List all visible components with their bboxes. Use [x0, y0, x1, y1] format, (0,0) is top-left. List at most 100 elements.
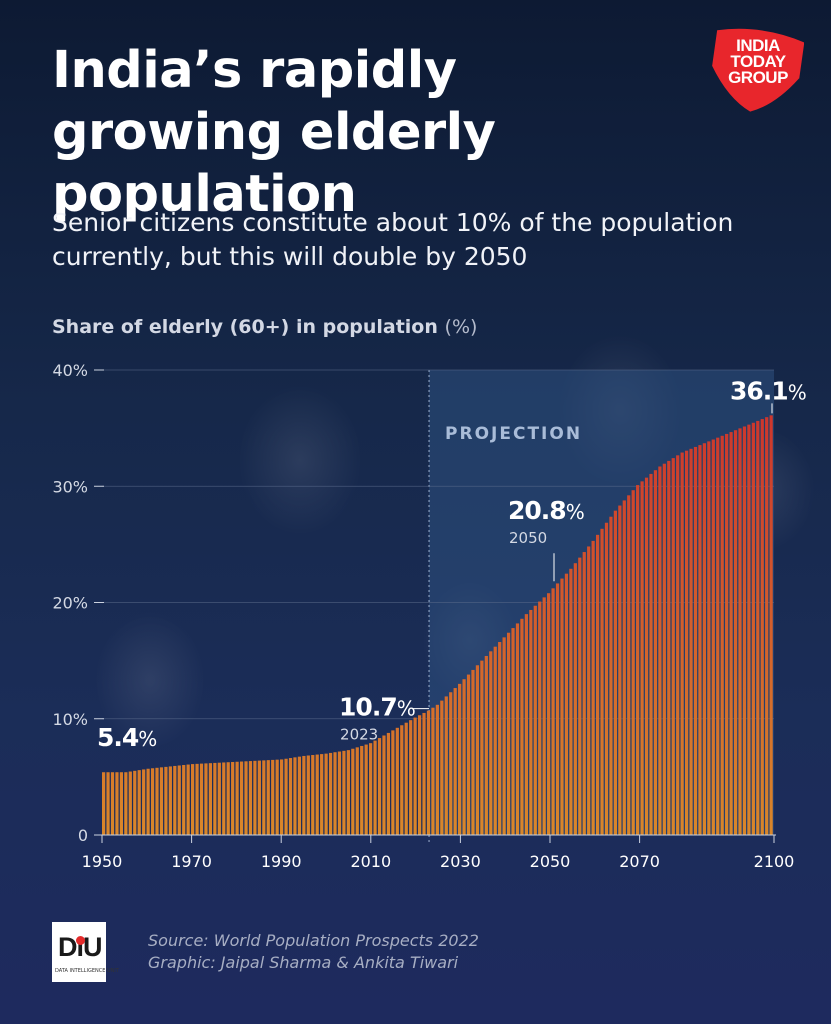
bar — [404, 722, 408, 835]
footer-graphic: Graphic: Jaipal Sharma & Ankita Tiwari — [148, 953, 459, 972]
bar — [306, 755, 310, 835]
bar — [542, 597, 546, 835]
bar — [400, 725, 404, 835]
bar — [725, 433, 729, 835]
bar — [315, 754, 319, 835]
bar — [711, 439, 715, 835]
diu-logo: DiU DATA INTELLIGENCE UNIT — [52, 922, 119, 982]
bar — [533, 605, 537, 835]
bar — [689, 448, 693, 835]
bar — [742, 426, 747, 835]
bar — [222, 762, 226, 835]
bar — [133, 770, 137, 835]
bar — [382, 735, 386, 835]
bar — [511, 628, 515, 835]
bar — [627, 495, 631, 835]
bar — [449, 692, 453, 835]
bar — [444, 696, 448, 835]
bar — [453, 688, 457, 835]
bar — [199, 763, 204, 835]
y-tick-label: 10% — [52, 710, 88, 729]
bar — [239, 761, 244, 835]
bar — [671, 458, 675, 835]
bar — [346, 750, 350, 835]
bar — [640, 481, 644, 835]
bar — [119, 772, 124, 835]
bar — [760, 419, 764, 835]
x-tick-label: 2100 — [754, 852, 795, 871]
bar — [102, 772, 106, 835]
bar — [609, 516, 613, 835]
x-tick-label: 1990 — [261, 852, 302, 871]
bar — [391, 730, 395, 835]
bar — [591, 540, 595, 835]
y-tick-label: 40% — [52, 361, 88, 380]
bar — [662, 463, 666, 835]
bar — [369, 743, 373, 835]
bar — [337, 751, 342, 835]
bar — [275, 759, 279, 835]
bar — [693, 446, 698, 835]
bar — [288, 758, 293, 835]
bar — [395, 727, 399, 835]
bar — [137, 770, 141, 835]
footer-source: Source: World Population Prospects 2022 — [148, 931, 479, 950]
bar — [676, 455, 680, 835]
footer-credits: Source: World Population Prospects 2022 … — [148, 930, 479, 974]
bar — [729, 432, 733, 835]
bar — [564, 573, 569, 835]
bar — [600, 528, 604, 835]
bar — [493, 646, 497, 835]
logo-line-2: TODAY — [730, 52, 786, 71]
bar — [515, 623, 520, 835]
bar — [150, 768, 155, 835]
bar — [653, 470, 658, 835]
bar — [573, 563, 577, 835]
projection-label: PROJECTION — [445, 424, 582, 444]
bar — [658, 466, 662, 835]
bar — [217, 762, 221, 835]
y-tick-label: 30% — [52, 477, 88, 496]
bar — [106, 772, 110, 835]
bar — [271, 759, 275, 835]
bar — [622, 500, 626, 835]
bar — [177, 765, 181, 835]
bar — [555, 583, 560, 835]
elderly-share-chart: PROJECTION 0 10% 20% 30% 40% 1950 1970 1990 2010 2… — [52, 361, 806, 871]
bar — [235, 761, 239, 835]
bar — [471, 669, 475, 835]
bar — [377, 738, 382, 835]
bar — [747, 424, 751, 835]
chart-title-text: Share of elderly (60+) in population — [52, 316, 438, 338]
bar — [631, 490, 635, 835]
bar — [159, 767, 164, 835]
bar — [466, 674, 471, 835]
bar — [231, 761, 235, 835]
bar — [302, 755, 306, 835]
bar — [208, 763, 213, 835]
bar — [422, 712, 426, 835]
bar — [538, 601, 542, 835]
bar — [680, 452, 684, 835]
x-tick-label: 1950 — [82, 852, 123, 871]
bar — [529, 609, 533, 835]
bar — [173, 765, 177, 835]
bar — [765, 417, 769, 835]
chart-title: Share of elderly (60+) in population (%) — [52, 316, 477, 338]
bar — [716, 437, 720, 835]
bar — [128, 771, 132, 835]
bar — [324, 753, 328, 835]
bar — [595, 534, 600, 835]
bar — [462, 679, 466, 835]
bar — [578, 557, 582, 835]
bar — [164, 766, 168, 835]
bar — [155, 767, 159, 835]
bar — [280, 759, 284, 835]
bar — [644, 477, 649, 835]
bar — [613, 510, 617, 835]
bar — [502, 637, 506, 835]
bar — [355, 747, 359, 835]
bar — [769, 415, 773, 835]
bar — [195, 763, 199, 835]
bar — [262, 760, 266, 835]
